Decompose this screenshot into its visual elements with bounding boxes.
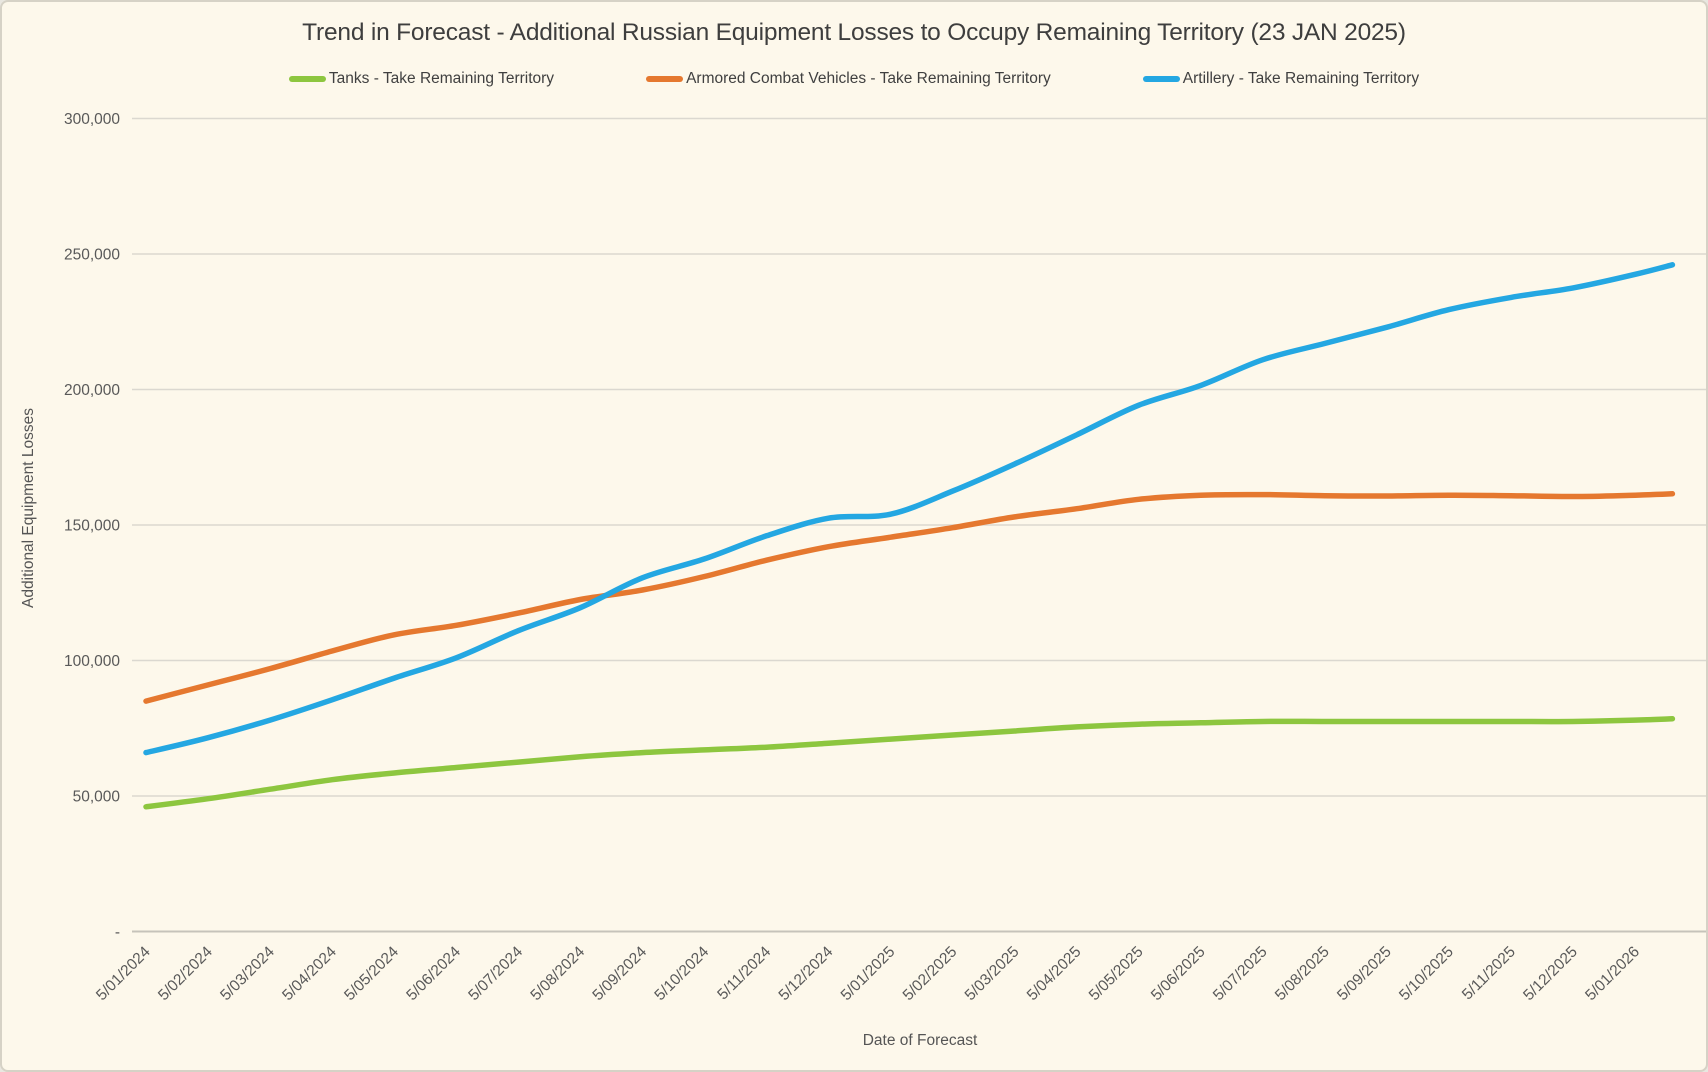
x-tick-label: 5/04/2024: [279, 943, 340, 1004]
x-tick-label: 5/03/2025: [962, 943, 1023, 1004]
x-tick-label: 5/09/2024: [589, 943, 650, 1004]
y-axis-tick-labels: - 50,000 100,000 150,000 200,000 250,000 300,0…: [64, 111, 120, 941]
series-line-tanks: [143, 716, 1676, 810]
x-tick-label: 5/10/2024: [651, 943, 712, 1004]
x-tick-label: 5/12/2025: [1520, 943, 1581, 1004]
x-tick-label: 5/07/2024: [465, 943, 526, 1004]
x-tick-label: 5/03/2024: [217, 943, 278, 1004]
x-axis-title: Date of Forecast: [862, 1032, 978, 1049]
legend-label: Artillery - Take Remaining Territory: [1182, 70, 1420, 87]
x-tick-label: 5/09/2025: [1334, 943, 1395, 1004]
x-axis-tick-labels: 5/01/2024 5/02/2024 5/03/2024 5/04/2024 5/05…: [93, 943, 1643, 1004]
series-line-artillery: [143, 262, 1676, 756]
x-tick-label: 5/07/2025: [1210, 943, 1271, 1004]
series-line-acv: [143, 491, 1676, 704]
chart-title: Trend in Forecast - Additional Russian E…: [302, 19, 1406, 46]
y-tick-label: 50,000: [73, 789, 121, 806]
x-tick-label: 5/01/2024: [93, 943, 154, 1004]
y-tick-label: -: [115, 924, 120, 941]
x-tick-label: 5/05/2024: [341, 943, 402, 1004]
legend-label: Tanks - Take Remaining Territory: [328, 70, 555, 87]
y-tick-label: 200,000: [64, 382, 120, 399]
x-tick-label: 5/12/2024: [776, 943, 837, 1004]
y-tick-label: 250,000: [64, 247, 120, 264]
legend-swatch-artillery: [1142, 76, 1180, 82]
x-tick-label: 5/02/2024: [155, 943, 216, 1004]
y-axis-title: Additional Equipment Losses: [20, 408, 37, 608]
x-tick-label: 5/02/2025: [900, 943, 961, 1004]
x-tick-label: 5/01/2026: [1582, 943, 1643, 1004]
x-tick-label: 5/01/2025: [838, 943, 899, 1004]
gridlines: [132, 117, 1706, 933]
x-tick-label: 5/05/2025: [1086, 943, 1147, 1004]
x-tick-label: 5/11/2025: [1459, 943, 1519, 1003]
legend-swatch-acv: [646, 76, 684, 82]
legend-item-tanks: Tanks - Take Remaining Territory: [288, 70, 555, 88]
x-tick-label: 5/08/2024: [527, 943, 588, 1004]
x-tick-label: 5/08/2025: [1272, 943, 1333, 1004]
legend-item-artillery: Artillery - Take Remaining Territory: [1142, 70, 1420, 88]
legend-label: Armored Combat Vehicles - Take Remaining…: [686, 70, 1051, 87]
y-tick-label: 150,000: [64, 518, 120, 535]
x-tick-label: 5/06/2024: [403, 943, 464, 1004]
x-tick-label: 5/06/2025: [1148, 943, 1209, 1004]
x-tick-label: 5/10/2025: [1396, 943, 1457, 1004]
y-tick-label: 300,000: [64, 111, 120, 128]
y-tick-label: 100,000: [64, 653, 120, 670]
x-tick-label: 5/11/2024: [714, 943, 774, 1003]
legend-swatch-tanks: [288, 76, 326, 82]
legend-item-acv: Armored Combat Vehicles - Take Remaining…: [646, 70, 1051, 88]
legend: Tanks - Take Remaining Territory Armored …: [2, 70, 1706, 88]
x-tick-label: 5/04/2025: [1024, 943, 1085, 1004]
